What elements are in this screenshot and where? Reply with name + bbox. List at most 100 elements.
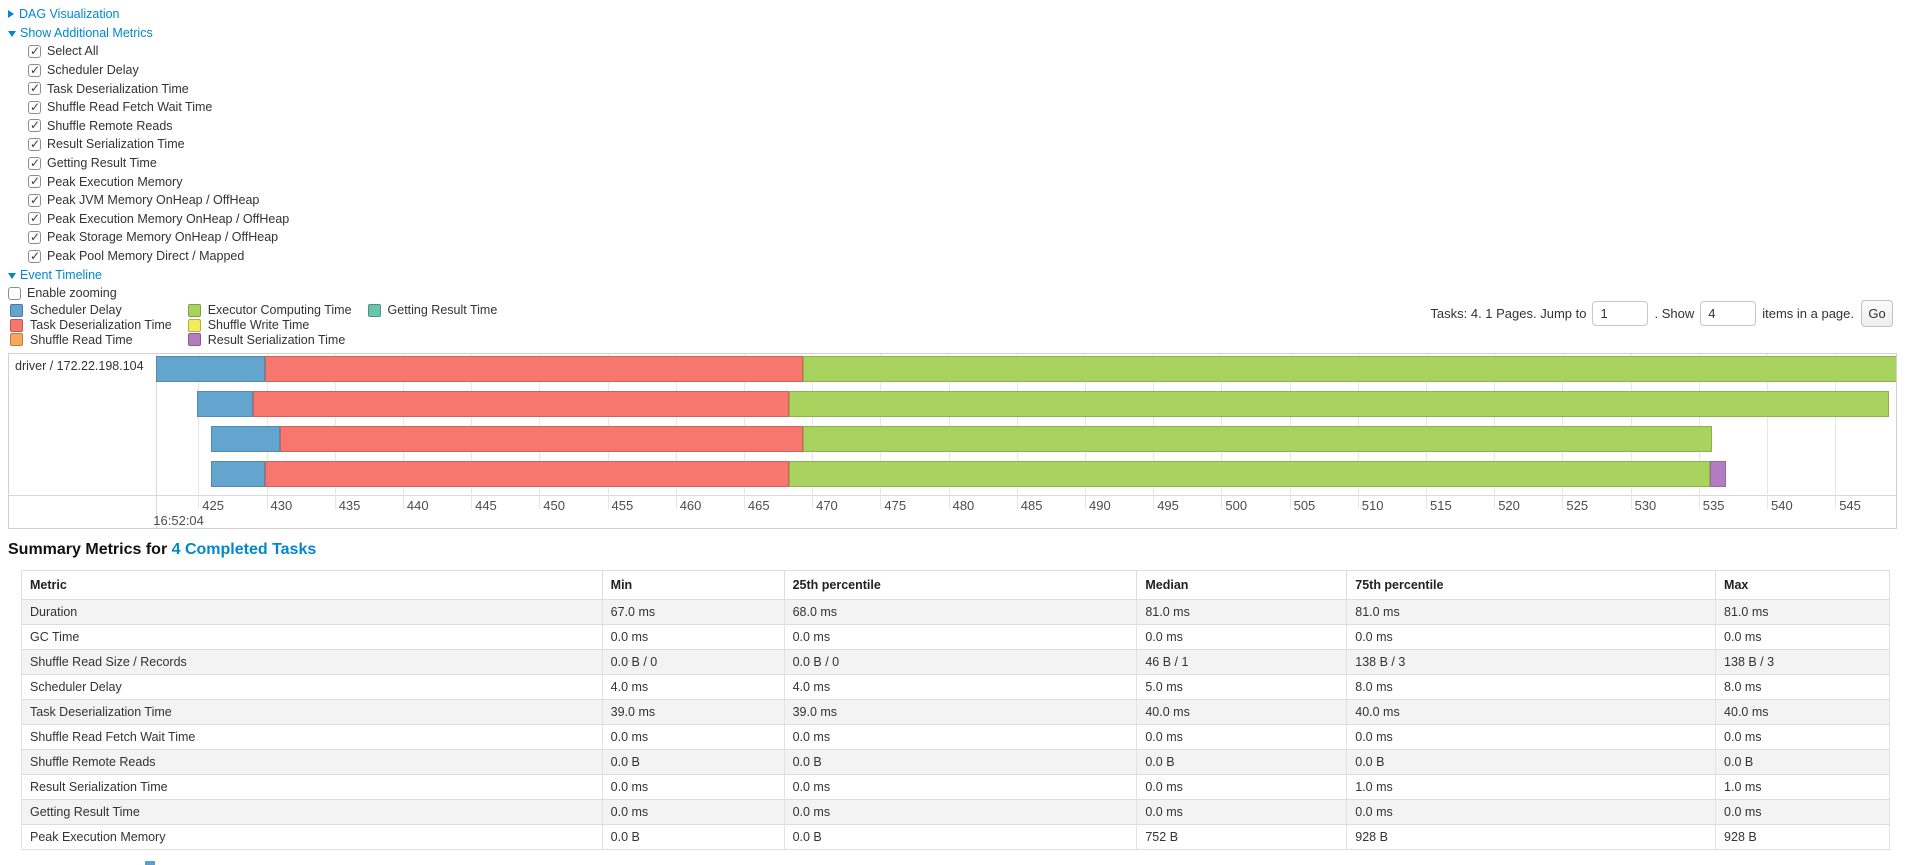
legend-label: Scheduler Delay (30, 303, 122, 318)
axis-tick-label: 430 (270, 498, 293, 513)
jump-to-page-input[interactable] (1592, 300, 1649, 326)
legend-swatch-icon (367, 303, 381, 317)
metric-checkbox-row: Result Serialization Time (8, 135, 289, 154)
table-row: Duration 67.0 ms 68.0 ms 81.0 ms 81.0 ms 81.0… (21, 599, 1890, 625)
legend-label: Result Serialization Time (207, 332, 346, 347)
table-cell: Getting Result Time (21, 799, 603, 825)
table-cell: 1.0 ms (1346, 774, 1717, 800)
enable-zooming-label: Enable zooming (27, 286, 117, 301)
event-timeline-link[interactable]: Event Timeline (20, 267, 102, 282)
table-cell: 0.0 ms (1715, 724, 1890, 750)
metric-checkbox-row: Scheduler Delay (8, 61, 289, 80)
summary-title-text: Summary Metrics for (8, 541, 172, 558)
axis-tick-label: 460 (679, 498, 702, 513)
metric-checkbox[interactable] (28, 230, 41, 244)
event-timeline-toggle[interactable]: Event Timeline (8, 265, 289, 284)
axis-tick-label: 545 (1839, 498, 1861, 513)
show-additional-metrics-link[interactable]: Show Additional Metrics (20, 25, 153, 40)
enable-zooming-checkbox[interactable] (8, 286, 21, 300)
table-row: Shuffle Read Size / Records 0.0 B / 0 0.0 … (21, 649, 1890, 675)
metric-checkbox[interactable] (28, 174, 41, 189)
axis-tick-label: 475 (884, 498, 907, 513)
table-cell: Result Serialization Time (21, 774, 603, 800)
metric-checkbox[interactable] (28, 44, 41, 58)
table-cell: 81.0 ms (1136, 599, 1348, 625)
metric-checkbox[interactable] (28, 81, 41, 96)
go-button[interactable]: Go (1861, 299, 1893, 327)
table-header-cell: Min (601, 570, 785, 600)
table-cell: 5.0 ms (1136, 674, 1348, 700)
metric-checkbox-label: Select All (47, 44, 99, 59)
axis-tick-label: 440 (406, 498, 429, 513)
legend-swatch-icon (187, 303, 201, 317)
metric-checkbox-row: Peak Pool Memory Direct / Mapped (8, 247, 289, 266)
task-segment-scheduler-delay (210, 461, 266, 487)
metric-checkbox-row: Peak Storage Memory OnHeap / OffHeap (8, 228, 289, 247)
items-per-page-label: items in a page. (1762, 305, 1854, 321)
tasks-summary-text: Tasks: 4. 1 Pages. Jump to (1430, 305, 1587, 321)
metric-checkbox[interactable] (28, 193, 41, 207)
executor-group-label: driver / 172.22.198.104 (15, 359, 144, 373)
metric-checkbox[interactable] (28, 137, 41, 151)
table-cell: 0.0 B / 0 (601, 649, 785, 675)
metric-checkbox[interactable] (28, 100, 41, 114)
table-cell: 0.0 ms (783, 624, 1138, 650)
table-row: Peak Execution Memory 0.0 B 0.0 B 752 B 928 … (21, 824, 1890, 850)
axis-tick-label: 515 (1430, 498, 1452, 513)
axis-tick-label: 500 (1225, 498, 1248, 513)
task-segment-executor-computing (789, 391, 1889, 417)
table-cell: 0.0 ms (601, 724, 785, 750)
metric-checkbox[interactable] (28, 118, 41, 133)
metric-checkbox-label: Result Serialization Time (47, 137, 185, 152)
page-size-input[interactable] (1700, 300, 1757, 326)
axis-gridline (1835, 354, 1837, 509)
metric-checkbox[interactable] (28, 249, 41, 263)
metric-checkbox-label: Shuffle Read Fetch Wait Time (47, 100, 213, 115)
summary-metrics-title: Summary Metrics for 4 Completed Tasks (8, 541, 316, 559)
table-cell: 752 B (1136, 824, 1348, 850)
legend-label: Executor Computing Time (207, 303, 352, 318)
task-segment-executor-computing (802, 426, 1713, 452)
show-additional-metrics-toggle[interactable]: Show Additional Metrics (8, 24, 289, 43)
metric-checkbox-row: Peak JVM Memory OnHeap / OffHeap (8, 191, 289, 210)
dag-visualization-link[interactable]: DAG Visualization (19, 7, 120, 22)
dag-visualization-toggle[interactable]: DAG Visualization (8, 5, 289, 24)
table-cell: 0.0 ms (1346, 724, 1717, 750)
table-cell: 0.0 ms (1715, 624, 1890, 650)
completed-tasks-link[interactable]: 4 Completed Tasks (171, 541, 317, 558)
table-cell: 39.0 ms (783, 699, 1138, 725)
metric-checkbox-label: Peak Execution Memory OnHeap / OffHeap (47, 211, 290, 226)
legend-swatch-icon (187, 333, 201, 347)
table-row: Getting Result Time 0.0 ms 0.0 ms 0.0 ms 0.0… (21, 799, 1890, 825)
table-row: Result Serialization Time 0.0 ms 0.0 ms 0.0… (21, 774, 1890, 800)
legend-item: Result Serialization Time (187, 332, 352, 348)
task-segment-result-serialization (1709, 461, 1727, 487)
table-cell: 0.0 ms (1346, 799, 1717, 825)
metric-checkbox-row: Peak Execution Memory OnHeap / OffHeap (8, 210, 289, 229)
metric-checkbox-label: Task Deserialization Time (47, 81, 189, 96)
axis-tick-label: 480 (952, 498, 975, 513)
table-cell: 0.0 ms (1715, 799, 1890, 825)
summary-metrics-table: Metric Min 25th percentile Median 75th perce… (21, 570, 1890, 850)
table-cell: 0.0 B (1346, 749, 1717, 775)
legend-item: Scheduler Delay (10, 303, 172, 318)
table-cell: 0.0 ms (783, 724, 1138, 750)
metric-checkbox-row: Select All (8, 42, 289, 61)
chevron-down-icon (8, 272, 16, 279)
task-segment-scheduler-delay (196, 391, 253, 417)
axis-time-label: 16:52:04 (153, 513, 204, 528)
table-cell: 0.0 ms (1136, 724, 1348, 750)
table-cell: Task Deserialization Time (21, 699, 603, 725)
axis-tick-label: 540 (1771, 498, 1793, 513)
metric-checkbox[interactable] (28, 63, 41, 77)
metric-checkbox[interactable] (28, 211, 41, 226)
legend-swatch-icon (10, 318, 23, 332)
table-cell: 928 B (1346, 824, 1717, 850)
table-cell: 0.0 ms (1136, 799, 1348, 825)
metric-checkbox[interactable] (28, 156, 41, 170)
metric-checkbox-label: Peak Storage Memory OnHeap / OffHeap (47, 230, 279, 245)
chevron-right-icon (8, 10, 14, 19)
metric-checkbox-row: Shuffle Read Fetch Wait Time (8, 98, 289, 117)
table-cell: 4.0 ms (601, 674, 785, 700)
